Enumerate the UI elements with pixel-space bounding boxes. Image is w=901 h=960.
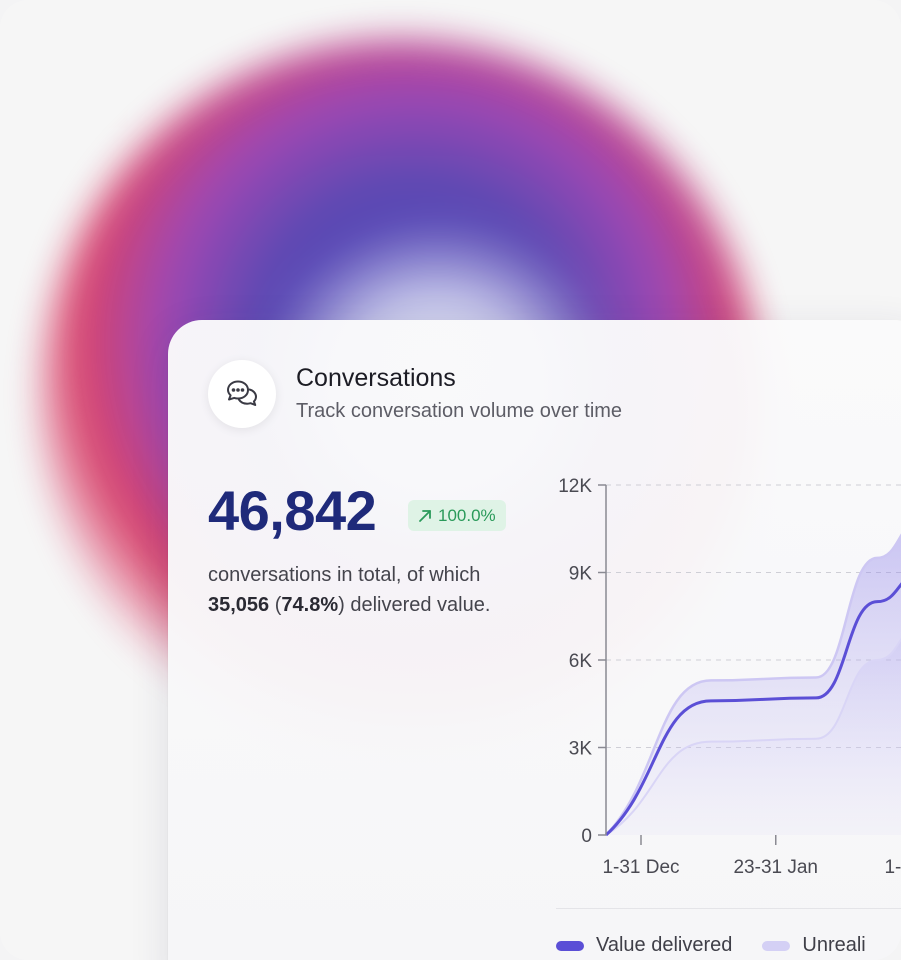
legend-label: Value delivered: [596, 934, 733, 956]
desc-suffix: delivered value.: [350, 594, 491, 616]
desc-prefix: conversations in total, of which: [208, 564, 481, 586]
y-tick-label: 0: [581, 826, 592, 847]
y-tick-label: 9K: [569, 564, 593, 585]
x-tick-label: 1-31 Dec: [602, 857, 679, 878]
legend-item-unrealized[interactable]: Unreali: [762, 934, 866, 957]
delivered-count: 35,056: [208, 594, 270, 616]
x-tick-label: 23-31 Jan: [733, 857, 818, 878]
chat-bubbles-icon: [208, 360, 276, 428]
x-tick-label: 1-28: [884, 857, 901, 878]
arrow-up-right-icon: [419, 509, 431, 522]
legend-swatch-primary: [556, 940, 584, 951]
chart-legend: Value delivered Unreali: [556, 934, 866, 957]
legend-divider: [556, 908, 901, 909]
area-band-lower: [606, 639, 901, 835]
legend-item-value-delivered[interactable]: Value delivered: [556, 934, 732, 957]
total-conversations: 46,842: [208, 479, 377, 542]
y-tick-label: 12K: [558, 476, 592, 497]
series-line-lower: [605, 637, 901, 836]
series-line-value-delivered: [604, 582, 901, 837]
conversations-card: Conversations Track conversation volume …: [168, 320, 901, 960]
stats-description: conversations in total, of which 35,056 …: [208, 564, 491, 616]
change-badge: 100.0%: [408, 500, 506, 531]
y-tick-label: 3K: [569, 739, 593, 760]
card-subtitle: Track conversation volume over time: [296, 400, 623, 422]
series-line-unrealized: [605, 533, 901, 836]
area-chart: 12K 9K 6K 3K 0 1-31 Dec 23-31 Jan 1-28: [558, 476, 901, 878]
y-tick-label: 6K: [569, 651, 593, 672]
change-value: 100.0%: [438, 505, 496, 525]
legend-label: Unreali: [802, 934, 866, 956]
legend-swatch-secondary: [762, 940, 791, 951]
card-title: Conversations: [296, 364, 456, 392]
delivered-percent: 74.8%: [281, 594, 339, 616]
